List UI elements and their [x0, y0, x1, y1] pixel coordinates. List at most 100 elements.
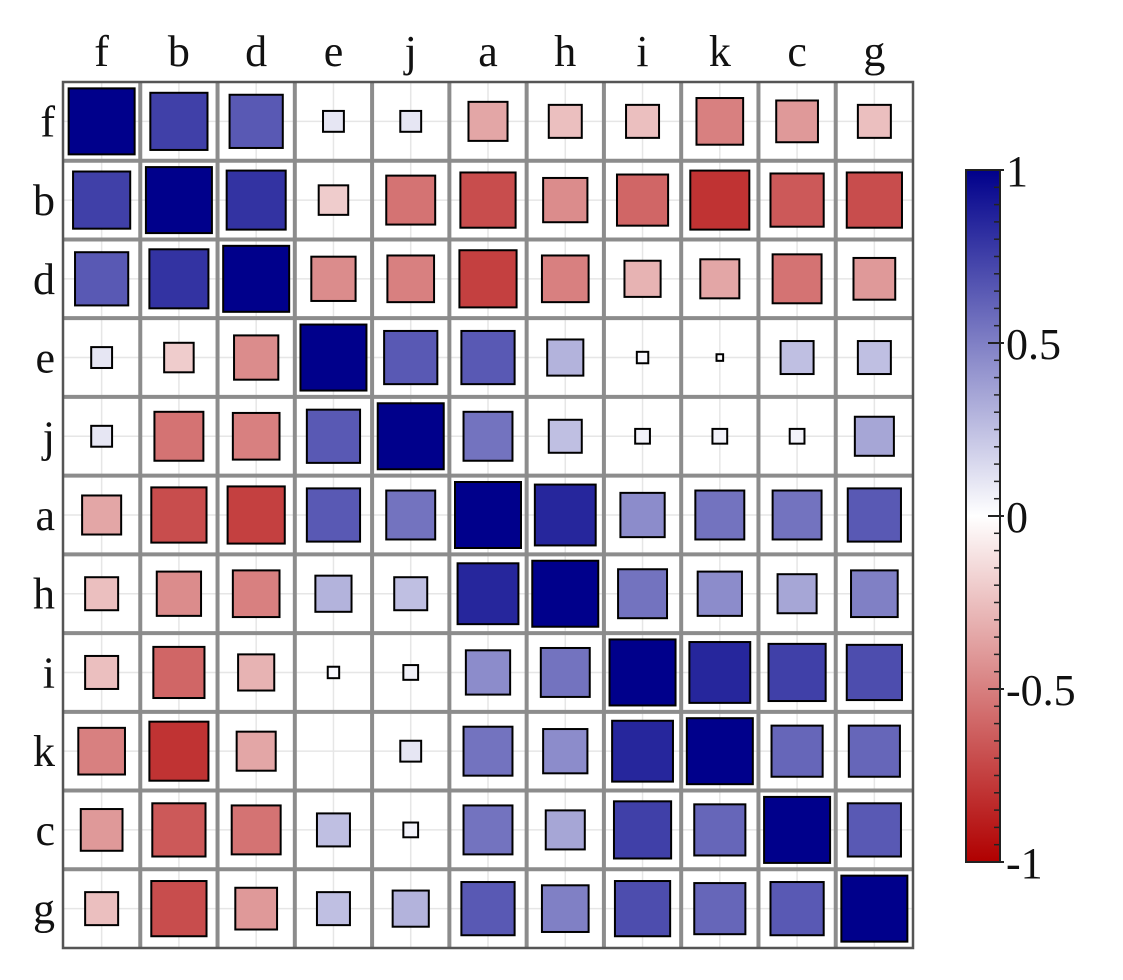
correlation-cell-b-i — [615, 173, 670, 227]
column-label: i — [636, 27, 648, 76]
correlation-cell-j-a — [462, 410, 514, 462]
correlation-cell-i-h — [539, 646, 591, 698]
correlation-cell-i-j — [402, 664, 420, 681]
correlation-cell-j-e — [305, 408, 362, 464]
plot-frame — [61, 80, 915, 950]
correlation-cell-b-h — [542, 176, 589, 224]
column-label: f — [94, 27, 109, 76]
correlation-cell-a-b — [150, 486, 208, 544]
correlation-cell-c-f — [79, 808, 124, 852]
correlation-cell-a-c — [771, 489, 823, 541]
correlation-cell-a-h — [533, 483, 597, 547]
correlation-cells — [67, 87, 909, 943]
correlation-cell-d-d — [222, 244, 291, 313]
correlation-cell-k-g — [847, 724, 901, 778]
correlation-cell-c-b — [151, 802, 207, 858]
correlation-cell-a-i — [619, 491, 666, 539]
correlation-cell-k-c — [770, 724, 824, 778]
correlation-cell-f-b — [149, 91, 209, 151]
correlation-cell-e-g — [856, 340, 892, 376]
colorbar: 1 0.5 0 -0.5 -1 — [965, 147, 1076, 888]
colorbar-tick-label: -1 — [1006, 839, 1043, 888]
correlation-cell-e-k — [715, 353, 725, 362]
correlation-cell-j-f — [90, 424, 114, 448]
correlation-cell-c-j — [402, 821, 420, 839]
correlation-cell-g-i — [613, 880, 672, 938]
row-label: a — [35, 491, 55, 540]
correlation-cell-k-d — [235, 730, 277, 772]
correlation-cell-j-h — [547, 418, 583, 454]
correlation-cell-g-e — [315, 891, 351, 927]
correlation-cell-d-j — [386, 254, 436, 304]
correlation-cell-h-f — [84, 576, 120, 612]
correlation-cell-e-a — [460, 329, 516, 386]
correlation-cell-d-i — [623, 259, 662, 298]
correlation-cell-j-g — [853, 415, 895, 457]
correlation-cell-f-k — [695, 97, 745, 146]
correlation-cell-a-d — [226, 485, 286, 545]
column-label: d — [245, 27, 267, 76]
correlation-cell-g-k — [693, 882, 747, 936]
correlation-cell-f-d — [228, 93, 284, 149]
correlation-cell-d-h — [540, 254, 590, 304]
correlation-cell-g-g — [840, 874, 909, 943]
correlation-cell-h-e — [314, 574, 353, 613]
correlation-cell-h-c — [776, 573, 818, 615]
correlation-cell-f-j — [399, 109, 423, 133]
correlation-cell-b-k — [689, 169, 751, 231]
row-label: g — [33, 885, 55, 934]
row-label: k — [33, 727, 55, 776]
correlation-cell-a-e — [305, 487, 362, 543]
colorbar-tick-label: 0.5 — [1006, 320, 1061, 369]
correlation-cell-i-b — [152, 645, 206, 700]
correlation-cell-b-f — [72, 170, 132, 230]
correlation-cell-i-e — [326, 665, 341, 680]
correlation-cell-j-k — [711, 427, 729, 445]
correlation-cell-k-i — [611, 719, 674, 783]
correlation-cell-j-b — [153, 410, 205, 462]
correlation-cell-h-k — [696, 570, 743, 617]
correlation-cell-k-k — [685, 717, 754, 786]
correlation-cell-f-a — [467, 100, 509, 142]
correlation-cell-b-j — [385, 174, 437, 226]
correlation-cell-b-b — [144, 166, 213, 235]
column-label: h — [554, 27, 576, 76]
correlation-cell-g-c — [769, 881, 825, 937]
column-label: c — [787, 27, 807, 76]
correlation-cell-e-h — [546, 338, 585, 377]
correlation-cell-a-g — [846, 487, 902, 543]
row-label: h — [33, 570, 55, 619]
correlation-cell-k-a — [462, 725, 514, 777]
correlation-cell-b-e — [317, 184, 350, 216]
correlation-cell-k-b — [148, 720, 210, 782]
correlation-cell-c-c — [763, 795, 832, 864]
correlation-cell-g-f — [84, 891, 120, 927]
correlation-cell-a-a — [454, 481, 522, 549]
correlation-cell-h-g — [850, 569, 899, 619]
correlation-cell-j-i — [634, 427, 651, 445]
correlation-cell-g-b — [150, 880, 208, 938]
correlation-cell-i-i — [608, 638, 677, 707]
row-label: b — [33, 176, 55, 225]
correlation-cell-h-b — [155, 570, 203, 617]
correlation-cell-b-d — [225, 169, 287, 231]
correlation-cell-h-a — [456, 562, 520, 626]
row-label: f — [40, 97, 55, 146]
correlation-cell-f-e — [322, 109, 345, 133]
correlation-cell-c-i — [612, 800, 673, 860]
correlation-cell-d-e — [310, 255, 357, 302]
correlation-cell-i-a — [464, 649, 512, 696]
correlation-cell-d-f — [74, 251, 130, 307]
correlation-cell-f-g — [856, 103, 892, 139]
correlation-cell-h-h — [531, 559, 600, 628]
correlation-cell-i-c — [767, 642, 827, 703]
colorbar-tick-label: 0 — [1006, 493, 1028, 542]
correlation-cell-k-f — [77, 726, 126, 776]
column-label: k — [709, 27, 731, 76]
correlation-cell-c-k — [693, 803, 747, 857]
row-label: d — [33, 255, 55, 304]
correlation-cell-j-j — [376, 402, 445, 471]
correlation-cell-f-h — [547, 103, 583, 139]
